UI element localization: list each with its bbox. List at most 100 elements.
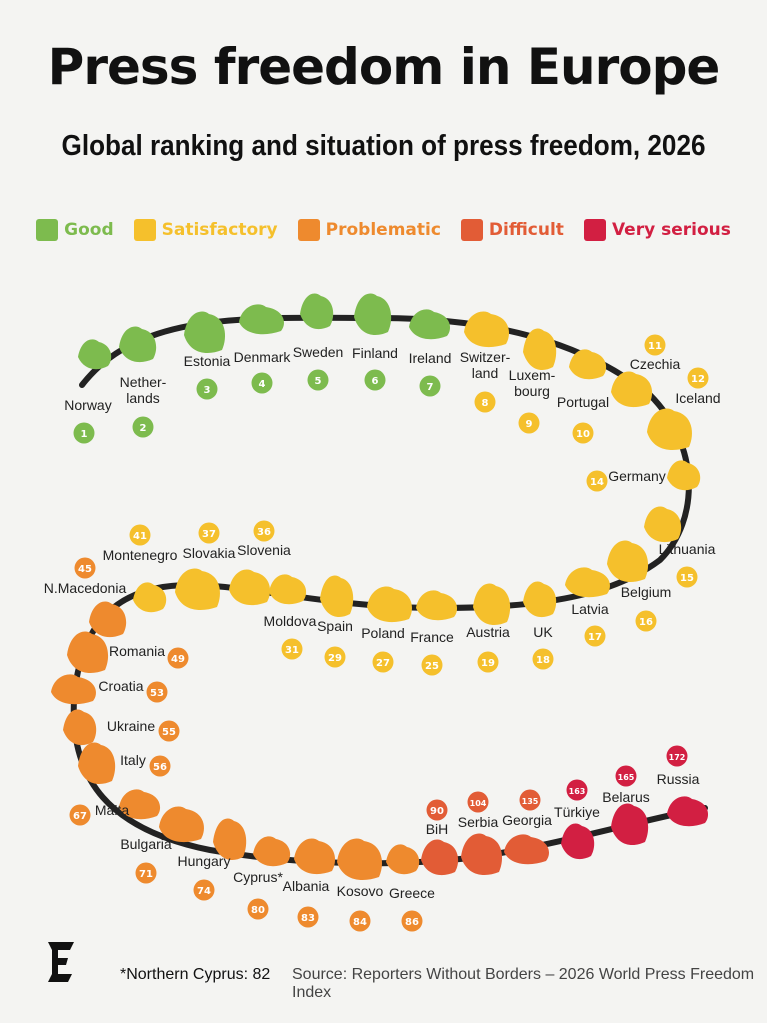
- page-subtitle: Global ranking and situation of press fr…: [61, 130, 706, 162]
- legend-swatch-good: [36, 219, 59, 241]
- country-albania: Albania 83: [283, 838, 336, 928]
- country-label-slovenia: Slovenia: [237, 542, 291, 558]
- rank-badge-italy: [149, 755, 171, 777]
- country-montenegro: Montenegro 41: [103, 524, 178, 613]
- country-label-t-rkiye: Türkiye: [554, 804, 600, 820]
- country-lithuania: Lithuania 15: [644, 506, 716, 588]
- country-shape-russia: [667, 796, 709, 827]
- rank-badge-t-rkiye: [566, 779, 588, 801]
- rank-badge-austria: [477, 651, 499, 673]
- legend-item-satisfactory: Satisfactory: [133, 219, 278, 241]
- country-shape-slovakia: [175, 568, 221, 611]
- country-label-moldova: Moldova: [264, 613, 317, 629]
- rank-badge-russia: [666, 745, 688, 767]
- country-shape-malta: [119, 789, 161, 820]
- country-label-greece: Greece: [389, 885, 435, 901]
- country-label-ireland: Ireland: [409, 350, 452, 366]
- publisher-logo: [48, 942, 74, 982]
- country-label-iceland: Iceland: [675, 390, 720, 406]
- rank-number-russia: 172: [669, 753, 686, 762]
- country-france: France 25: [410, 590, 458, 676]
- rank-number-bulgaria: 71: [139, 869, 153, 880]
- country-shape-serbia: [461, 833, 503, 876]
- rank-badge-ireland: [419, 375, 441, 397]
- rank-number-moldova: 31: [285, 645, 299, 656]
- country-label-cyprus: Cyprus*: [233, 869, 283, 885]
- rank-badge-belarus: [615, 765, 637, 787]
- rank-number-kosovo: 84: [353, 917, 367, 928]
- rank-badge-kosovo: [349, 910, 371, 932]
- rank-badge-cyprus: [247, 898, 269, 920]
- legend-item-good: Good: [36, 219, 114, 241]
- country-shape-belarus: [611, 803, 649, 846]
- country-shape-greece: [386, 844, 420, 875]
- country-label-latvia: Latvia: [571, 601, 609, 617]
- country-shape-poland: [367, 586, 413, 623]
- country-label-luxem-bourg: Luxem-bourg: [509, 367, 556, 399]
- legend-swatch-difficult: [460, 219, 483, 241]
- country-label-bulgaria: Bulgaria: [120, 836, 172, 852]
- legend-label-difficult: Difficult: [488, 220, 564, 240]
- country-shape-spain: [320, 575, 354, 618]
- rank-number-romania: 49: [171, 654, 185, 665]
- country-shape-kosovo: [337, 838, 383, 881]
- rank-badge-hungary: [193, 879, 215, 901]
- rank-number-slovenia: 36: [257, 527, 271, 538]
- country-austria: Austria 19: [466, 583, 511, 673]
- country-shape-czechia: [611, 371, 653, 408]
- country-ireland: Ireland 7: [409, 309, 452, 397]
- country-shape-luxem-bourg: [523, 328, 557, 371]
- rank-badge-portugal: [572, 422, 594, 444]
- country-label-kosovo: Kosovo: [337, 883, 384, 899]
- country-shape-albania: [294, 838, 336, 875]
- country-label-austria: Austria: [466, 624, 510, 640]
- rank-number-bih: 90: [430, 806, 444, 817]
- country-shape-slovenia: [229, 569, 271, 606]
- country-shape-latvia: [565, 567, 611, 598]
- rank-badge-poland: [372, 651, 394, 673]
- country-label-bih: BiH: [426, 821, 449, 837]
- country-shape-denmark: [239, 304, 285, 335]
- country-shape-croatia: [51, 674, 97, 705]
- rank-badge-montenegro: [129, 524, 151, 546]
- country-shape-france: [416, 590, 458, 621]
- legend-label-problematic: Problematic: [325, 220, 441, 240]
- country-shape-austria: [473, 583, 511, 626]
- country-shape-norway: [78, 339, 112, 370]
- country-finland: Finland 6: [352, 293, 398, 391]
- rank-badge-france: [421, 654, 443, 676]
- rank-number-switzer-land: 8: [482, 398, 489, 409]
- country-label-finland: Finland: [352, 345, 398, 361]
- rank-badge-croatia: [146, 681, 168, 703]
- country-iceland: Iceland 12: [647, 367, 721, 451]
- rank-badge-greece: [401, 910, 423, 932]
- rank-number-portugal: 10: [576, 429, 590, 440]
- country-norway: Norway 1: [64, 339, 112, 444]
- country-greece: Greece 86: [386, 844, 435, 932]
- country-label-nether-lands: Nether-lands: [120, 374, 167, 406]
- country-shape-cyprus: [253, 836, 291, 867]
- country-georgia: Georgia 135: [502, 789, 552, 865]
- country-shape-nether-lands: [119, 326, 157, 363]
- legend-swatch-very-serious: [583, 219, 606, 241]
- country-label-malta: Malta: [95, 802, 129, 818]
- rank-badge-moldova: [281, 638, 303, 660]
- rank-badge-uk: [532, 648, 554, 670]
- country-label-belgium: Belgium: [621, 584, 672, 600]
- country-label-spain: Spain: [317, 618, 353, 634]
- rank-badge-germany: [586, 470, 608, 492]
- country-shape-finland: [354, 293, 392, 336]
- rank-number-czechia: 11: [648, 341, 662, 352]
- legend-label-good: Good: [64, 220, 114, 240]
- country-label-lithuania: Lithuania: [659, 541, 716, 557]
- rank-number-estonia: 3: [204, 385, 211, 396]
- legend-label-satisfactory: Satisfactory: [161, 220, 278, 240]
- country-shape-italy: [78, 742, 116, 785]
- rank-badge-bulgaria: [135, 862, 157, 884]
- rank-number-finland: 6: [372, 376, 379, 387]
- country-shape-lithuania: [644, 506, 682, 543]
- rank-number-slovakia: 37: [202, 529, 216, 540]
- country-latvia: Latvia 17: [565, 567, 611, 647]
- country-shape-switzer-land: [464, 311, 510, 348]
- country-ukraine: Ukraine 55: [63, 709, 180, 746]
